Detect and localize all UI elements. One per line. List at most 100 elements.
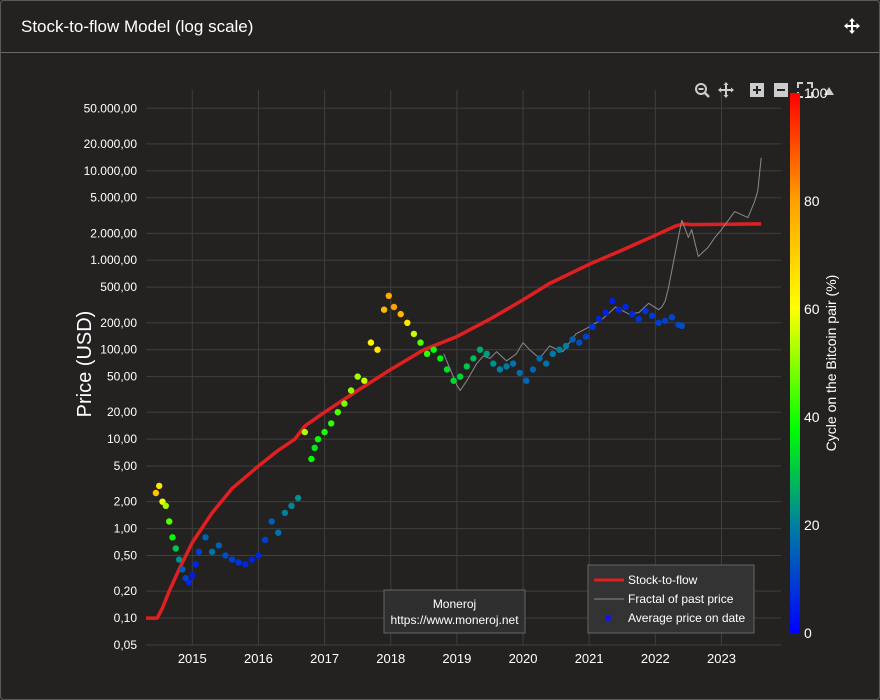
- average-price-point: [483, 350, 490, 357]
- x-tick-label: 2023: [707, 651, 736, 666]
- average-price-point: [192, 561, 199, 568]
- legend-label: Stock-to-flow: [628, 573, 698, 587]
- average-price-point: [354, 373, 361, 380]
- average-price-point: [595, 315, 603, 323]
- legend-label: Average price on date: [628, 611, 746, 625]
- average-price-point: [156, 482, 163, 490]
- average-price-point: [208, 548, 216, 555]
- average-price-point: [261, 536, 269, 543]
- x-tick-label: 2022: [641, 651, 670, 666]
- average-price-point: [642, 307, 649, 315]
- y-tick-label: 0,50: [114, 549, 138, 563]
- y-tick-label: 100,00: [100, 343, 137, 357]
- average-price-point: [202, 534, 209, 541]
- x-tick-label: 2018: [376, 651, 405, 666]
- average-price-point: [179, 566, 186, 573]
- average-price-point: [543, 360, 550, 367]
- average-price-point: [390, 303, 398, 311]
- average-price-point: [367, 339, 375, 346]
- y-tick-label: 2,00: [114, 495, 138, 509]
- card-title: Stock-to-flow Model (log scale): [21, 17, 254, 36]
- average-price-point: [678, 322, 685, 329]
- average-price-point: [490, 360, 497, 367]
- average-price-point: [410, 330, 418, 338]
- y-tick-label: 500,00: [100, 280, 137, 294]
- average-price-point: [182, 574, 189, 582]
- zoom-icon[interactable]: [695, 83, 710, 98]
- legend: Stock-to-flow Fractal of past price Aver…: [587, 564, 755, 634]
- autoscale-icon[interactable]: [797, 82, 813, 98]
- average-price-point: [582, 333, 590, 340]
- average-price-point: [622, 303, 629, 311]
- average-price-point: [374, 346, 381, 353]
- average-price-point: [516, 369, 523, 377]
- average-price-point: [629, 310, 636, 318]
- average-price-point: [172, 545, 179, 552]
- colorbar-tick-label: 20: [804, 517, 820, 533]
- x-tick-label: 2015: [178, 651, 207, 666]
- y-tick-label: 0,20: [114, 584, 138, 598]
- move-arrows-icon[interactable]: [843, 17, 861, 35]
- average-price-point: [222, 552, 229, 559]
- zoom-in-icon[interactable]: [750, 83, 764, 97]
- average-price-point: [589, 323, 596, 331]
- y-tick-label: 10.000,00: [84, 164, 138, 178]
- average-price-point: [662, 317, 669, 325]
- average-price-point: [301, 428, 308, 436]
- colorbar-ticks: 0 20 40 60 80 100: [804, 85, 828, 641]
- y-tick-label: 0,10: [114, 611, 138, 625]
- average-price-point: [417, 339, 424, 346]
- average-price-point: [169, 534, 176, 541]
- y-tick-label: 200,00: [100, 316, 137, 330]
- average-price-point: [308, 455, 315, 463]
- average-price-point: [311, 444, 318, 451]
- colorbar-tick-label: 60: [804, 301, 820, 317]
- pan-icon[interactable]: [718, 82, 734, 98]
- y-axis-ticks: 50.000,00 20.000,00 10.000,00 5.000,00 2.000…: [84, 101, 138, 652]
- average-price-point: [242, 561, 249, 568]
- average-price-point: [162, 502, 169, 509]
- legend-item-fractal[interactable]: Fractal of past price: [594, 592, 734, 606]
- average-price-point: [509, 360, 517, 367]
- average-price-point: [423, 350, 431, 357]
- y-axis-label: Price (USD): [74, 311, 96, 418]
- legend-item-average-price[interactable]: Average price on date: [605, 611, 746, 625]
- zoom-out-icon[interactable]: [774, 83, 788, 97]
- average-price-point: [602, 309, 609, 316]
- average-price-point: [635, 315, 642, 323]
- average-price-point: [314, 436, 322, 443]
- average-price-point: [321, 428, 328, 436]
- series-stock-to-flow: [146, 222, 762, 620]
- average-price-point: [397, 310, 404, 318]
- average-price-point: [655, 319, 662, 326]
- average-price-point: [569, 336, 576, 343]
- average-price-point: [288, 502, 295, 509]
- x-axis-ticks: 2015 2016 2017 2018 2019 2020 2021 2022 2023: [178, 651, 736, 666]
- average-price-point: [275, 529, 282, 536]
- average-price-point: [503, 363, 510, 370]
- watermark-name: Moneroj: [433, 597, 476, 611]
- card-header: Stock-to-flow Model (log scale): [1, 1, 879, 53]
- average-price-point: [615, 306, 623, 313]
- average-price-point: [609, 297, 616, 305]
- stock-to-flow-chart[interactable]: 50.000,00 20.000,00 10.000,00 5.000,00 2.000…: [1, 53, 879, 699]
- average-price-point: [189, 572, 196, 579]
- y-tick-label: 20.000,00: [84, 137, 138, 151]
- colorbar-tick-label: 100: [804, 85, 828, 101]
- x-tick-label: 2017: [310, 651, 339, 666]
- reset-axes-icon[interactable]: [824, 87, 834, 95]
- series-fractal-of-past-price: [443, 157, 762, 391]
- average-price-point: [437, 355, 444, 362]
- average-price-point: [496, 366, 504, 373]
- legend-item-stock-to-flow[interactable]: Stock-to-flow: [594, 573, 698, 587]
- average-price-point: [549, 350, 556, 357]
- average-price-point: [361, 377, 368, 384]
- average-price-point: [430, 346, 437, 353]
- average-price-point: [457, 373, 464, 380]
- y-tick-label: 10,00: [107, 432, 137, 446]
- colorbar: [790, 93, 800, 633]
- average-price-point: [476, 346, 484, 353]
- series-average-price-on-date: [152, 292, 685, 586]
- average-price-point: [341, 400, 348, 407]
